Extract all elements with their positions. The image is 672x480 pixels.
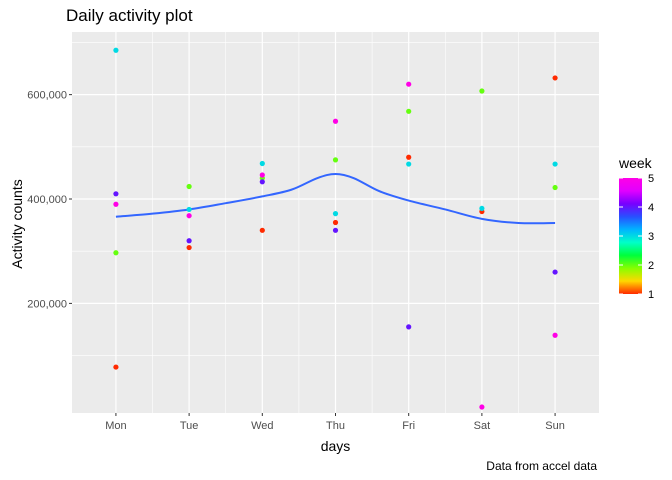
data-point — [552, 269, 558, 275]
x-axis-title: days — [320, 438, 351, 454]
x-tick-label: Sat — [474, 420, 491, 432]
colorbar-tick-label: 5 — [648, 173, 654, 185]
y-axis-title: Activity counts — [9, 179, 25, 269]
data-point — [552, 332, 558, 338]
y-tick-label: 200,000 — [27, 298, 67, 310]
colorbar-tick-label: 2 — [648, 260, 654, 272]
data-point — [332, 157, 339, 163]
data-point — [479, 88, 485, 94]
data-point — [332, 227, 339, 233]
colorbar-tick-label: 3 — [648, 231, 654, 243]
colorbar-tick-label: 4 — [648, 202, 654, 214]
x-tick-label: Fri — [402, 420, 415, 432]
data-point — [113, 191, 119, 197]
axis-layer: 200,000 400,000 600,000 Mon Tue Wed Thu Fri Sat S… — [27, 90, 565, 432]
data-point — [479, 205, 485, 212]
point-layer — [113, 47, 558, 410]
legend-title: week — [619, 155, 652, 171]
colorbar — [619, 178, 642, 294]
x-tick-label: Sun — [545, 420, 565, 432]
chart-title: Daily activity plot — [66, 6, 193, 25]
data-point — [186, 238, 192, 244]
data-point — [552, 75, 558, 81]
data-point — [406, 161, 412, 167]
y-tick-label: 400,000 — [27, 194, 67, 206]
x-tick-label: Wed — [251, 420, 273, 432]
data-point — [259, 179, 265, 185]
data-point — [259, 227, 265, 233]
x-tick-label: Thu — [326, 420, 345, 432]
data-point — [186, 244, 192, 251]
data-point — [332, 211, 339, 217]
data-point — [406, 108, 412, 114]
data-point — [259, 160, 265, 167]
data-point — [186, 183, 192, 190]
x-tick-label: Mon — [105, 420, 126, 432]
data-point — [186, 206, 192, 213]
grid-layer — [72, 32, 599, 413]
data-point — [406, 324, 412, 330]
legend-layer: 1 2 3 4 5 — [619, 173, 654, 301]
data-point — [479, 404, 485, 410]
data-point — [332, 219, 339, 226]
data-point — [406, 154, 412, 160]
chart-caption: Data from accel data — [486, 459, 597, 473]
line-layer — [115, 172, 556, 225]
data-point — [552, 184, 558, 191]
data-point — [113, 250, 119, 256]
data-point — [259, 172, 265, 178]
data-point — [406, 81, 412, 87]
data-point — [332, 118, 339, 124]
smooth-line — [115, 172, 556, 225]
x-tick-label: Tue — [180, 420, 199, 432]
data-point — [113, 201, 119, 207]
colorbar-tick-label: 1 — [648, 289, 654, 301]
data-point — [552, 161, 558, 167]
y-tick-label: 600,000 — [27, 90, 67, 102]
data-point — [113, 364, 119, 370]
data-point — [113, 47, 119, 53]
data-point — [186, 213, 192, 219]
